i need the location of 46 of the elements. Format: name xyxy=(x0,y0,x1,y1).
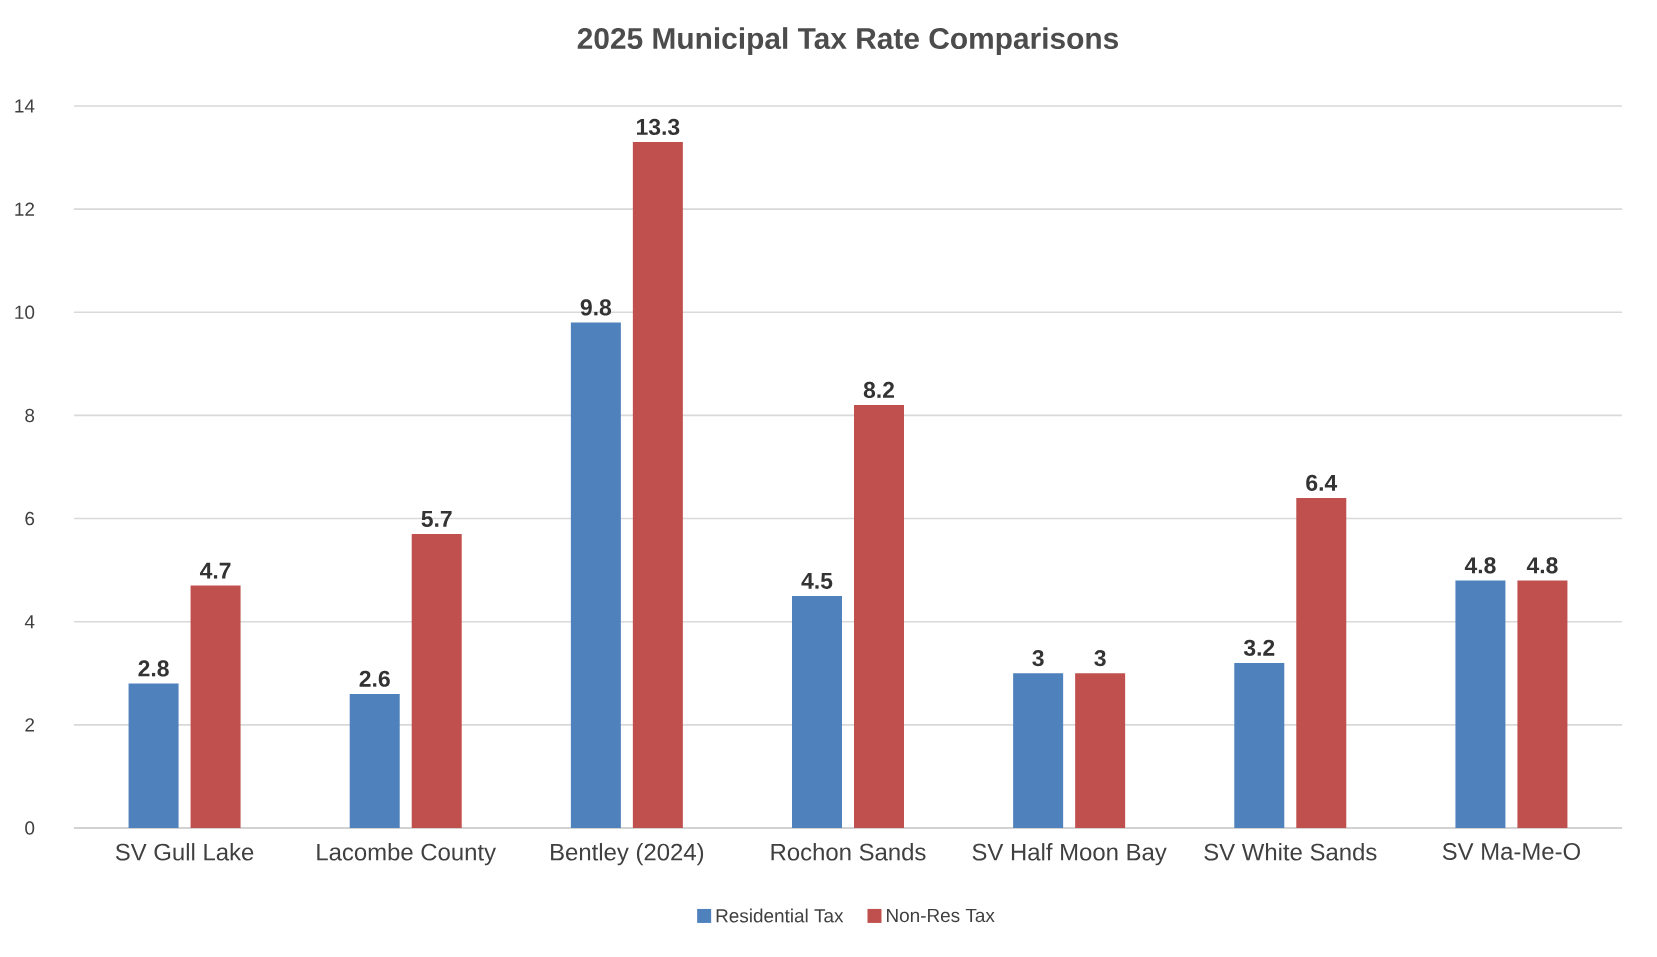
x-tick-label: SV Gull Lake xyxy=(115,843,254,861)
x-tick-label: SV White Sands xyxy=(1204,843,1377,861)
bar xyxy=(1517,580,1568,828)
bar xyxy=(570,322,621,828)
bar xyxy=(349,693,400,828)
y-tick-label: 0 xyxy=(25,821,35,835)
data-label: 4.8 xyxy=(1464,557,1496,574)
data-label: 3 xyxy=(1094,649,1106,667)
data-label: 4.5 xyxy=(801,572,833,589)
data-label: 3 xyxy=(1032,649,1044,667)
data-label: 6.4 xyxy=(1306,474,1338,491)
data-label: 2.6 xyxy=(359,670,390,687)
y-tick-label: 2 xyxy=(25,718,35,732)
data-label: 3.2 xyxy=(1243,639,1275,656)
y-tick-label: 4 xyxy=(24,615,35,629)
x-tick-label: SV Ma-Me-O xyxy=(1442,843,1580,860)
y-tick-label: 12 xyxy=(15,202,35,216)
x-tick-label: Rochon Sands xyxy=(771,843,926,861)
y-tick-label: 6 xyxy=(25,511,35,526)
data-label: 5.7 xyxy=(421,511,452,527)
y-tick-label: 8 xyxy=(25,408,35,423)
bar xyxy=(632,142,683,828)
bar xyxy=(1455,580,1506,828)
data-label: 9.8 xyxy=(580,299,612,316)
data-label: 8.2 xyxy=(863,381,894,399)
x-tick-label: Bentley (2024) xyxy=(551,843,704,866)
y-tick-label: 10 xyxy=(15,305,35,319)
bar xyxy=(190,585,241,828)
x-tick-label: SV Half Moon Bay xyxy=(972,843,1167,866)
bar xyxy=(1296,497,1347,828)
bar xyxy=(411,534,462,828)
bar xyxy=(1013,673,1064,828)
legend-label: Residential Tax xyxy=(716,908,844,923)
data-label: 2.8 xyxy=(138,660,169,677)
legend-label: Non-Res Tax xyxy=(887,908,995,923)
bar xyxy=(1234,662,1285,828)
bar xyxy=(1075,673,1126,828)
data-label: 13.3 xyxy=(637,118,680,136)
x-tick-label: Lacombe County xyxy=(317,843,496,866)
y-tick-label: 14 xyxy=(15,99,35,113)
bar xyxy=(854,405,904,828)
chart-title: 2025 Municipal Tax Rate Comparisons xyxy=(577,27,1119,55)
bar xyxy=(792,595,842,828)
bar xyxy=(128,683,179,828)
data-label: 4.8 xyxy=(1526,557,1558,574)
data-label: 4.7 xyxy=(199,562,231,579)
